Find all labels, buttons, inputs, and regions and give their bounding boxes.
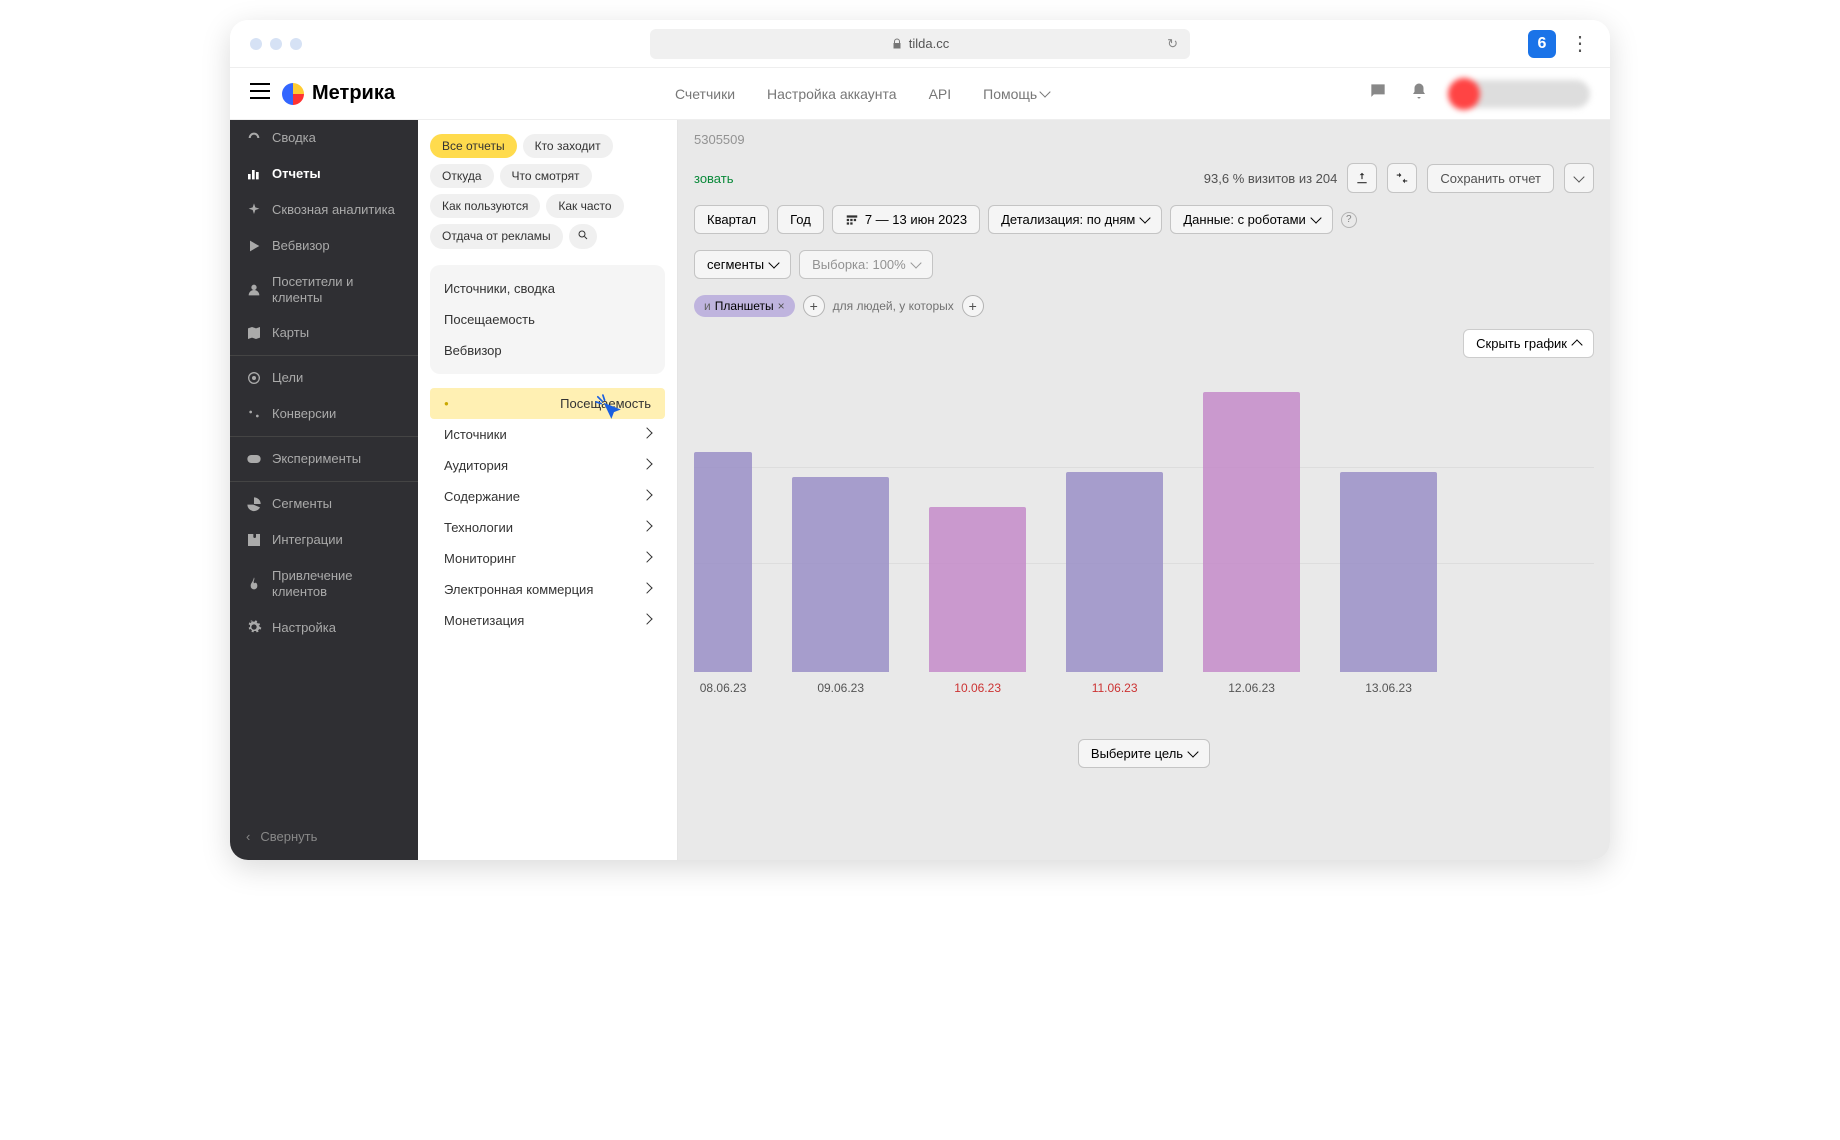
chart-bar[interactable]: [1203, 392, 1300, 672]
chevron-right-icon: [641, 520, 652, 531]
sidebar: СводкаОтчетыСквозная аналитикаВебвизорПо…: [230, 120, 418, 860]
url-bar[interactable]: tilda.cc ↻: [650, 29, 1190, 59]
app-topbar: Метрика Счетчики Настройка аккаунта API Пом…: [230, 68, 1610, 120]
chevron-right-icon: [641, 489, 652, 500]
report-category-item[interactable]: Электронная коммерция: [430, 574, 665, 605]
sidebar-item[interactable]: Привлечение клиентов: [230, 558, 418, 609]
sidebar-item[interactable]: Отчеты: [230, 156, 418, 192]
topnav-item[interactable]: API: [929, 86, 952, 102]
sidebar-collapse[interactable]: ‹Свернуть: [230, 813, 418, 860]
x-axis-label: [1477, 681, 1574, 695]
chart-bar[interactable]: [792, 477, 889, 672]
chart-bar[interactable]: [694, 452, 752, 672]
chart-bar[interactable]: [929, 507, 1026, 672]
report-category-item[interactable]: Содержание: [430, 481, 665, 512]
logo[interactable]: Метрика: [282, 82, 395, 105]
filter-pill[interactable]: Что смотрят: [500, 164, 592, 188]
sidebar-collapse-label: Свернуть: [260, 829, 317, 844]
report-category-item[interactable]: Посещаемость: [430, 388, 665, 419]
chevron-right-icon: [641, 427, 652, 438]
report-category-item[interactable]: Источники: [430, 419, 665, 450]
sidebar-item[interactable]: Вебвизор: [230, 228, 418, 264]
sidebar-item[interactable]: Настройка: [230, 609, 418, 645]
sidebar-item[interactable]: Сегменты: [230, 486, 418, 522]
topnav-item[interactable]: Счетчики: [675, 86, 735, 102]
sidebar-item[interactable]: Цели: [230, 360, 418, 396]
lock-icon: [891, 38, 903, 50]
x-axis-label: 12.06.23: [1203, 681, 1300, 695]
filter-pill[interactable]: Кто заходит: [523, 134, 613, 158]
chevron-right-icon: [641, 458, 652, 469]
chevron-right-icon: [641, 551, 652, 562]
bell-icon[interactable]: [1410, 81, 1428, 106]
traffic-bar-chart: [694, 333, 1594, 673]
filter-pill[interactable]: Все отчеты: [430, 134, 517, 158]
browser-menu-icon[interactable]: ⋮: [1570, 31, 1590, 56]
topnav-item[interactable]: Настройка аккаунта: [767, 86, 897, 102]
report-category-item[interactable]: Аудитория: [430, 450, 665, 481]
report-category-item[interactable]: Технологии: [430, 512, 665, 543]
sidebar-item[interactable]: Конверсии: [230, 396, 418, 432]
sidebar-item[interactable]: Посетители и клиенты: [230, 264, 418, 315]
favorite-item[interactable]: Источники, сводка: [430, 273, 665, 304]
browser-chrome-bar: tilda.cc ↻ 6 ⋮: [230, 20, 1610, 68]
filter-pill[interactable]: Откуда: [430, 164, 494, 188]
window-controls[interactable]: [250, 38, 302, 50]
filter-pill[interactable]: Отдача от рекламы: [430, 224, 563, 249]
topnav-item[interactable]: Помощь: [983, 86, 1049, 102]
filter-pill[interactable]: Как часто: [546, 194, 623, 218]
x-axis-label: 11.06.23: [1066, 681, 1163, 695]
x-axis-label: 13.06.23: [1340, 681, 1437, 695]
x-axis-label: 10.06.23: [929, 681, 1026, 695]
reports-subpanel: Все отчетыКто заходит ОткудаЧто смотрят Ка…: [418, 120, 678, 860]
favorites-block: Источники, сводкаПосещаемостьВебвизор: [430, 265, 665, 374]
user-avatar[interactable]: [1450, 80, 1590, 108]
chart-bar[interactable]: [1340, 472, 1437, 672]
sidebar-item[interactable]: Эксперименты: [230, 441, 418, 477]
search-pill[interactable]: [569, 224, 597, 249]
sidebar-item[interactable]: Сквозная аналитика: [230, 192, 418, 228]
filter-pill[interactable]: Как пользуются: [430, 194, 540, 218]
logo-icon: [282, 83, 304, 105]
chat-icon[interactable]: [1368, 81, 1388, 106]
report-category-item[interactable]: Монетизация: [430, 605, 665, 636]
favorite-item[interactable]: Вебвизор: [430, 335, 665, 366]
main-content: 5305509 зовать 93,6 % визитов из 204 Сох…: [678, 120, 1610, 860]
x-axis-label: 08.06.23: [694, 681, 752, 695]
chevron-right-icon: [641, 613, 652, 624]
chart-bar[interactable]: [1066, 472, 1163, 672]
hamburger-icon[interactable]: [250, 83, 270, 104]
chevron-right-icon: [641, 582, 652, 593]
favorite-item[interactable]: Посещаемость: [430, 304, 665, 335]
brand-text: Метрика: [312, 82, 395, 105]
url-text: tilda.cc: [909, 36, 949, 51]
extension-icon[interactable]: 6: [1528, 30, 1556, 58]
sidebar-item[interactable]: Карты: [230, 315, 418, 351]
sidebar-item[interactable]: Сводка: [230, 120, 418, 156]
sidebar-item[interactable]: Интеграции: [230, 522, 418, 558]
reload-icon[interactable]: ↻: [1167, 36, 1178, 52]
report-category-item[interactable]: Мониторинг: [430, 543, 665, 574]
x-axis-label: 09.06.23: [792, 681, 889, 695]
